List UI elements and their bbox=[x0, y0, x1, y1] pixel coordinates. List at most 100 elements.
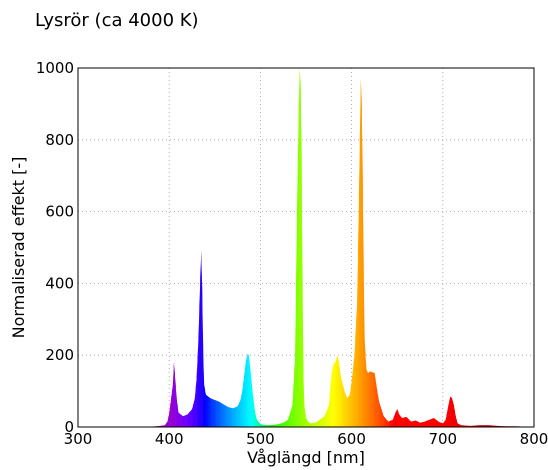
spectrum-segment bbox=[377, 391, 379, 427]
spectrum-segment bbox=[353, 355, 355, 427]
spectrum-segment bbox=[302, 283, 304, 427]
spectrum-segment bbox=[363, 265, 365, 427]
spectrum-segment bbox=[311, 423, 313, 427]
spectrum-segment bbox=[224, 405, 227, 427]
spectrum-segment bbox=[339, 369, 341, 427]
spectrum-segment bbox=[257, 420, 259, 427]
spectrum-segment bbox=[235, 406, 237, 427]
spectrum-segment bbox=[409, 419, 411, 427]
spectrum-segment bbox=[343, 387, 345, 427]
x-tick-label: 800 bbox=[520, 430, 548, 448]
spectrum-segment bbox=[171, 383, 174, 427]
spectrum-segment bbox=[275, 424, 278, 427]
spectrum-segment bbox=[203, 383, 206, 427]
spectrum-segment bbox=[218, 401, 220, 427]
spectrum-segment bbox=[230, 407, 232, 427]
spectrum-segment bbox=[407, 417, 409, 427]
spectrum-segment bbox=[185, 414, 187, 427]
spectrum-segment bbox=[254, 412, 257, 427]
spectrum-segment bbox=[181, 414, 183, 427]
spectrum-segment bbox=[332, 364, 334, 427]
spectrum-segment bbox=[313, 422, 315, 427]
spectrum-segment bbox=[276, 424, 279, 427]
spectrum-segment bbox=[280, 423, 282, 427]
spectrum-segment bbox=[352, 363, 354, 427]
spectrum-segment bbox=[442, 422, 445, 427]
spectrum-segment bbox=[440, 422, 443, 427]
spectrum-segment bbox=[231, 407, 233, 427]
spectrum-segment bbox=[406, 416, 408, 427]
spectrum-segment bbox=[290, 408, 292, 427]
spectrum-segment bbox=[187, 413, 189, 427]
spectrum-segment bbox=[340, 376, 342, 427]
spectrum-segment bbox=[233, 407, 236, 427]
spectrum-segment bbox=[387, 420, 389, 427]
spectrum-segment bbox=[285, 420, 288, 427]
spectrum-segment bbox=[233, 407, 235, 427]
spectrum-segment bbox=[301, 157, 303, 427]
spectrum-segment bbox=[374, 373, 376, 427]
spectrum-segment bbox=[310, 423, 312, 427]
spectrum-segment bbox=[393, 415, 395, 427]
spectrum-segment bbox=[295, 211, 298, 427]
spectrum-segment bbox=[359, 78, 362, 428]
spectrum-segment bbox=[277, 424, 279, 427]
spectrum-segment bbox=[178, 412, 180, 427]
spectrum-area bbox=[150, 68, 535, 428]
spectrum-segment bbox=[208, 396, 210, 427]
spectrum-segment bbox=[342, 383, 344, 427]
spectrum-segment bbox=[228, 407, 230, 427]
spectrum-segment bbox=[234, 407, 237, 427]
spectrum-segment bbox=[315, 422, 317, 427]
spectrum-segment bbox=[400, 416, 403, 427]
spectrum-segment bbox=[278, 423, 280, 427]
spectrum-segment bbox=[448, 400, 450, 427]
spectrum-segment bbox=[186, 414, 188, 427]
spectrum-segment bbox=[214, 400, 217, 427]
spectrum-segment bbox=[331, 368, 333, 427]
spectrum-segment bbox=[232, 408, 234, 427]
y-tick-label: 1000 bbox=[36, 59, 74, 77]
spectrum-segment bbox=[195, 376, 197, 427]
spectrum-segment bbox=[181, 415, 184, 427]
spectrum-segment bbox=[426, 420, 428, 427]
spectrum-segment bbox=[360, 78, 362, 428]
spectrum-segment bbox=[391, 419, 393, 427]
spectrum-segment bbox=[330, 373, 332, 427]
spectrum-segment bbox=[316, 420, 319, 427]
spectrum-segment bbox=[281, 422, 283, 427]
spectrum-segment bbox=[192, 401, 195, 427]
spectrum-segment bbox=[317, 420, 320, 427]
spectrum-segment bbox=[289, 411, 291, 427]
spectrum-segment bbox=[225, 405, 227, 427]
spectrum-segment bbox=[179, 413, 181, 427]
spectrum-segment bbox=[167, 417, 169, 427]
spectrum-segment bbox=[169, 405, 171, 427]
spectrum-segment bbox=[365, 353, 367, 427]
spectrum-segment bbox=[212, 398, 214, 427]
spectrum-segment bbox=[388, 421, 390, 427]
spectrum-segment bbox=[292, 388, 294, 427]
spectrum-segment bbox=[409, 420, 412, 427]
spectrum-segment bbox=[306, 419, 309, 427]
spectrum-segment bbox=[297, 103, 300, 428]
spectrum-segment bbox=[170, 398, 172, 427]
spectrum-segment bbox=[274, 424, 277, 427]
spectrum-segment bbox=[449, 396, 451, 427]
spectrum-segment bbox=[368, 371, 371, 427]
spectrum-segment bbox=[333, 363, 335, 427]
spectrum-segment bbox=[198, 306, 200, 427]
spectrum-segment bbox=[291, 405, 293, 427]
spectrum-segment bbox=[396, 409, 398, 427]
spectrum-segment bbox=[300, 85, 302, 427]
spectrum-segment bbox=[248, 355, 250, 427]
spectrum-segment bbox=[236, 406, 238, 427]
spectrum-segment bbox=[210, 398, 212, 427]
spectrum-segment bbox=[314, 422, 316, 427]
spectrum-segment bbox=[207, 396, 209, 427]
spectrum-segment bbox=[250, 371, 252, 427]
spectrum-segment bbox=[271, 424, 273, 427]
spectrum-segment bbox=[349, 387, 351, 427]
spectrum-segment bbox=[455, 416, 457, 427]
spectrum-segment bbox=[390, 420, 393, 427]
